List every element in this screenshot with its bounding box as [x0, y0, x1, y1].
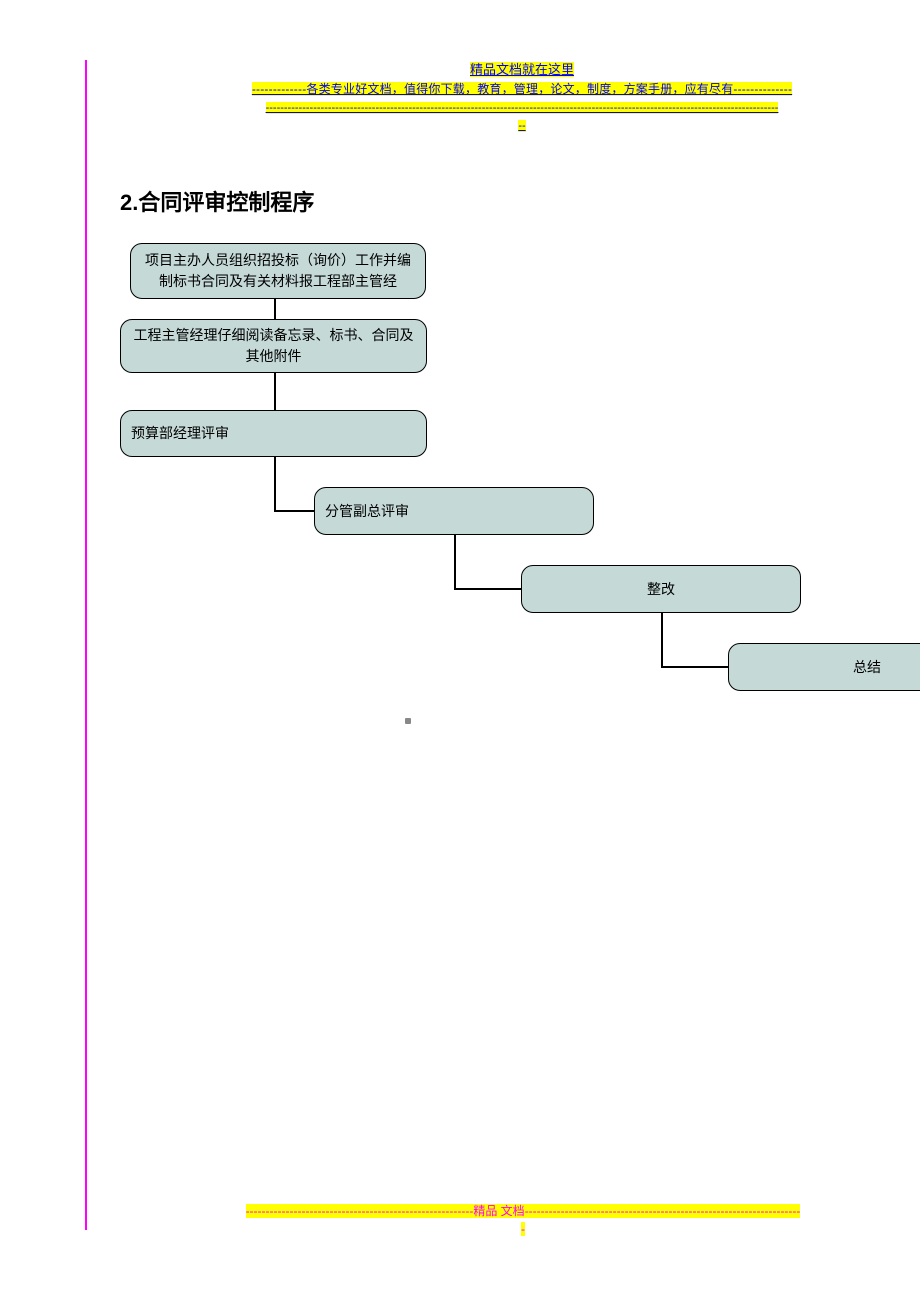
flow-node-n6: 总结 — [728, 643, 920, 691]
header-line4: -- — [518, 120, 525, 132]
connector — [454, 588, 521, 590]
footer-line2: - — [521, 1222, 525, 1236]
header-banner: 精品文档就在这里 -------------各类专业好文档，值得你下载，教育，管… — [138, 60, 906, 134]
connector — [274, 373, 276, 410]
connector — [274, 299, 276, 319]
section-heading: 2.合同评审控制程序 — [120, 185, 314, 217]
flow-node-n1: 项目主办人员组织招投标（询价）工作并编制标书合同及有关材料报工程部主管经 — [130, 243, 426, 299]
connector — [274, 457, 276, 510]
footer-line1-suffix: ----------------------------------------… — [525, 1204, 801, 1218]
left-margin-line — [85, 60, 87, 1230]
connector — [661, 666, 728, 668]
header-line3: ----------------------------------------… — [266, 102, 779, 114]
footer-banner: ----------------------------------------… — [140, 1202, 906, 1238]
connector — [661, 613, 663, 666]
connector — [454, 535, 456, 588]
header-line1: 精品文档就在这里 — [470, 62, 574, 77]
header-line2: -------------各类专业好文档，值得你下载，教育，管理，论文，制度，方… — [252, 82, 792, 96]
flow-node-n4: 分管副总评审 — [314, 487, 594, 535]
dot-marker — [405, 718, 411, 724]
flow-node-n3: 预算部经理评审 — [120, 410, 427, 457]
connector — [274, 510, 314, 512]
footer-line1-mid: 精品 文档 — [473, 1204, 524, 1218]
flow-node-n2: 工程主管经理仔细阅读备忘录、标书、合同及其他附件 — [120, 319, 427, 373]
flow-node-n5: 整改 — [521, 565, 801, 613]
footer-line1-prefix: ----------------------------------------… — [246, 1204, 474, 1218]
